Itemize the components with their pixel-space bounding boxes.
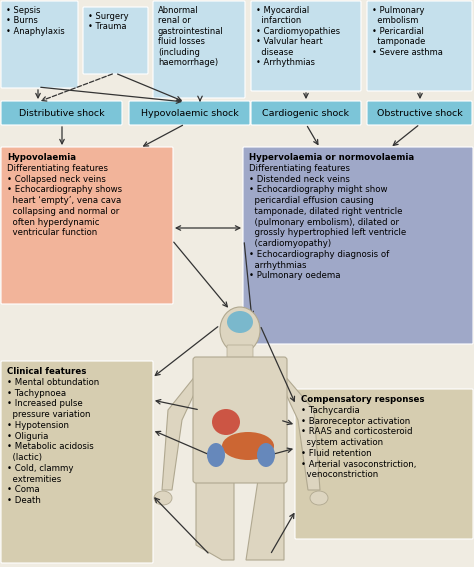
Text: tamponade, dilated right ventricle: tamponade, dilated right ventricle [249,207,402,216]
Text: collapsing and normal or: collapsing and normal or [7,207,119,216]
Text: • Cold, clammy: • Cold, clammy [7,464,73,473]
Ellipse shape [222,432,274,460]
Text: • Severe asthma: • Severe asthma [372,48,443,57]
Text: • Echocardiography diagnosis of: • Echocardiography diagnosis of [249,250,389,259]
Text: pressure variation: pressure variation [7,410,91,419]
Text: disease: disease [256,48,293,57]
Text: arrhythmias: arrhythmias [249,261,307,270]
Text: • Tachypnoea: • Tachypnoea [7,388,66,397]
Text: • Metabolic acidosis: • Metabolic acidosis [7,442,94,451]
Text: • Pericardial: • Pericardial [372,27,424,36]
FancyBboxPatch shape [193,357,287,483]
Text: Compensatory responses: Compensatory responses [301,395,425,404]
Text: venoconstriction: venoconstriction [301,471,378,479]
Text: often hyperdynamic: often hyperdynamic [7,218,100,227]
Text: tamponade: tamponade [372,37,425,46]
Text: • Coma: • Coma [7,485,40,494]
Text: Distributive shock: Distributive shock [18,108,104,117]
Text: • Increased pulse: • Increased pulse [7,399,83,408]
Text: • Baroreceptor activation: • Baroreceptor activation [301,417,410,425]
FancyBboxPatch shape [1,147,173,304]
Text: fluid losses: fluid losses [158,37,205,46]
Text: • Valvular heart: • Valvular heart [256,37,323,46]
Polygon shape [162,375,196,490]
Text: • Mental obtundation: • Mental obtundation [7,378,99,387]
Text: • Oliguria: • Oliguria [7,431,48,441]
Text: gastrointestinal: gastrointestinal [158,27,224,36]
Text: • Fluid retention: • Fluid retention [301,449,372,458]
Text: Hypovolaemia: Hypovolaemia [7,153,76,162]
FancyBboxPatch shape [295,389,473,539]
FancyBboxPatch shape [153,1,245,98]
Text: • Arrhythmias: • Arrhythmias [256,58,315,67]
Text: (lactic): (lactic) [7,453,42,462]
Text: • Myocardial: • Myocardial [256,6,309,15]
Text: extremities: extremities [7,475,61,484]
FancyBboxPatch shape [367,1,472,91]
FancyBboxPatch shape [83,7,148,74]
Text: • Hypotension: • Hypotension [7,421,69,430]
Text: (including: (including [158,48,200,57]
FancyBboxPatch shape [367,101,472,125]
Ellipse shape [257,443,275,467]
Text: infarction: infarction [256,16,301,26]
Text: • Pulmonary oedema: • Pulmonary oedema [249,272,340,281]
FancyBboxPatch shape [1,101,122,125]
Text: • Pulmonary: • Pulmonary [372,6,425,15]
Text: • Echocardiography shows: • Echocardiography shows [7,185,122,194]
Text: Cardiogenic shock: Cardiogenic shock [263,108,349,117]
Text: (cardiomyopathy): (cardiomyopathy) [249,239,331,248]
Text: Differentiating features: Differentiating features [249,164,350,173]
Text: • Sepsis: • Sepsis [6,6,40,15]
Ellipse shape [227,311,253,333]
FancyBboxPatch shape [251,101,361,125]
Text: haemorrhage): haemorrhage) [158,58,218,67]
Polygon shape [196,480,234,560]
Text: • RAAS and corticosteroid: • RAAS and corticosteroid [301,428,412,436]
Text: (pulmonary embolism), dilated or: (pulmonary embolism), dilated or [249,218,399,227]
Text: ventricular function: ventricular function [7,229,97,238]
FancyBboxPatch shape [227,345,253,361]
Text: Differentiating features: Differentiating features [7,164,108,173]
Text: embolism: embolism [372,16,419,26]
Text: renal or: renal or [158,16,191,26]
Text: • Distended neck veins: • Distended neck veins [249,175,350,184]
Text: Abnormal: Abnormal [158,6,199,15]
Text: Hypovolaemic shock: Hypovolaemic shock [141,108,238,117]
Text: pericardial effusion causing: pericardial effusion causing [249,196,374,205]
Ellipse shape [207,443,225,467]
Ellipse shape [154,491,172,505]
Text: • Tachycardia: • Tachycardia [301,406,360,415]
Text: • Anaphylaxis: • Anaphylaxis [6,27,65,36]
Text: • Arterial vasoconstriction,: • Arterial vasoconstriction, [301,460,416,468]
Text: Clinical features: Clinical features [7,367,86,376]
Ellipse shape [220,307,260,353]
FancyBboxPatch shape [251,1,361,91]
FancyBboxPatch shape [243,147,473,344]
Text: • Burns: • Burns [6,16,38,26]
FancyBboxPatch shape [1,1,78,88]
Text: heart ‘empty’, vena cava: heart ‘empty’, vena cava [7,196,121,205]
Text: grossly hypertrophied left ventricle: grossly hypertrophied left ventricle [249,229,406,238]
Text: • Collapsed neck veins: • Collapsed neck veins [7,175,106,184]
Text: • Death: • Death [7,496,41,505]
Text: • Echocardiography might show: • Echocardiography might show [249,185,388,194]
Text: • Trauma: • Trauma [88,23,127,31]
Text: Obstructive shock: Obstructive shock [377,108,462,117]
Text: system activation: system activation [301,438,383,447]
Ellipse shape [310,491,328,505]
Text: • Cardiomyopathies: • Cardiomyopathies [256,27,340,36]
FancyBboxPatch shape [129,101,250,125]
Polygon shape [246,480,284,560]
Text: • Surgery: • Surgery [88,12,128,21]
Polygon shape [284,375,320,490]
FancyBboxPatch shape [1,361,153,563]
Ellipse shape [212,409,240,435]
Text: Hypervolaemia or normovolaemia: Hypervolaemia or normovolaemia [249,153,414,162]
